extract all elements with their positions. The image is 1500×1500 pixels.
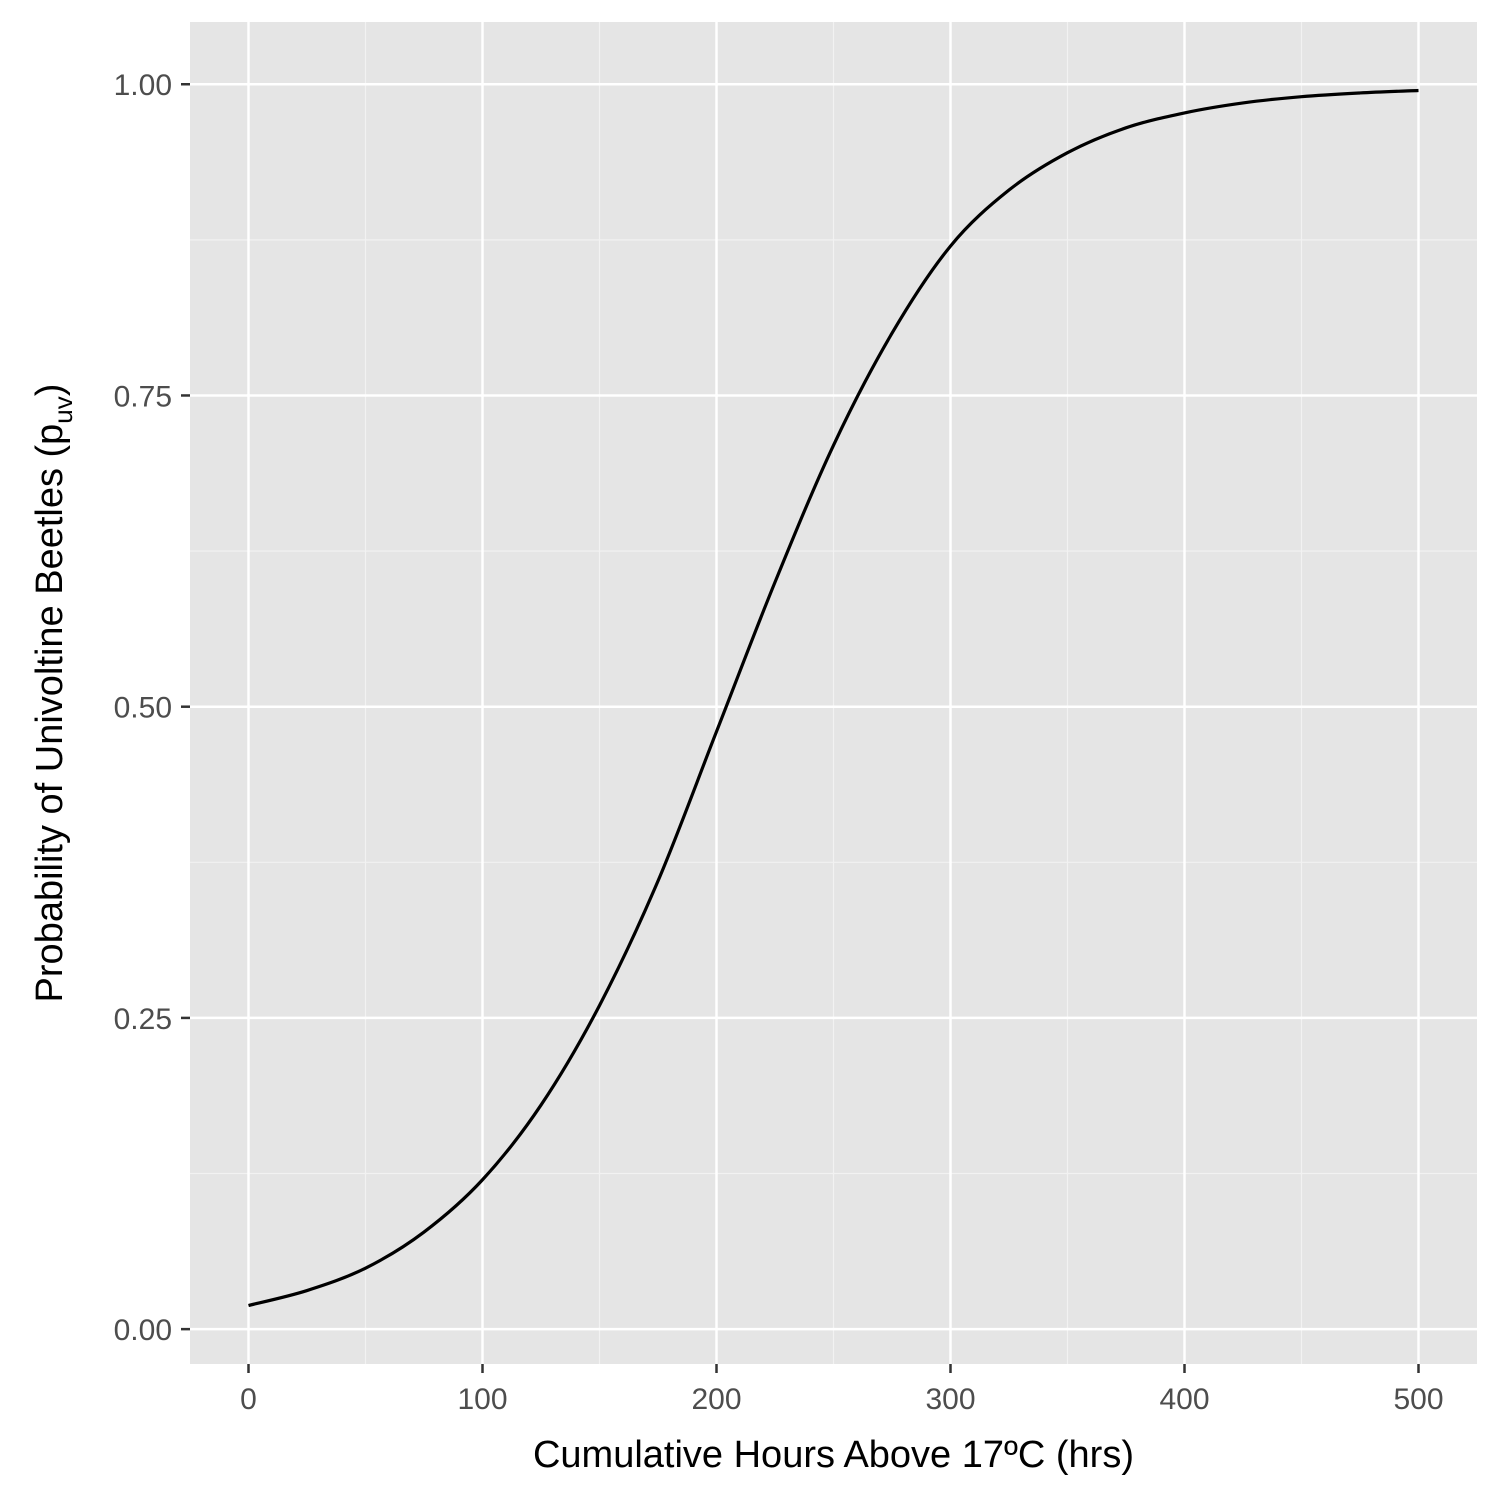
y-axis-title: Probability of Univoltine Beetles (puv)	[29, 384, 78, 1003]
x-tick-label: 0	[240, 1383, 257, 1416]
y-axis: 0.00 0.25 0.50 0.75 1.00	[114, 69, 190, 1347]
x-axis-title: Cumulative Hours Above 17ºC (hrs)	[533, 1434, 1134, 1476]
x-tick-label: 200	[691, 1383, 741, 1416]
major-grid	[190, 22, 1477, 1364]
y-axis-title-subscript: uv	[48, 396, 78, 423]
y-tick-label: 0.75	[114, 380, 172, 413]
x-tick-label: 100	[457, 1383, 507, 1416]
series-line	[248, 88, 1419, 1308]
y-tick-label: 0.50	[114, 692, 172, 725]
series-layer	[248, 88, 1419, 1308]
y-tick-label: 0.25	[114, 1003, 172, 1036]
x-tick-label: 500	[1393, 1383, 1443, 1416]
y-tick-label: 1.00	[114, 69, 172, 102]
x-axis: 0 100 200 300 400 500	[240, 1364, 1444, 1416]
y-axis-title-main: Probability of Univoltine Beetles (p	[29, 424, 71, 1003]
x-tick-label: 300	[925, 1383, 975, 1416]
y-axis-title-close: )	[29, 384, 71, 397]
minor-grid	[190, 22, 1477, 1364]
y-tick-label: 0.00	[114, 1314, 172, 1347]
x-tick-label: 400	[1159, 1383, 1209, 1416]
